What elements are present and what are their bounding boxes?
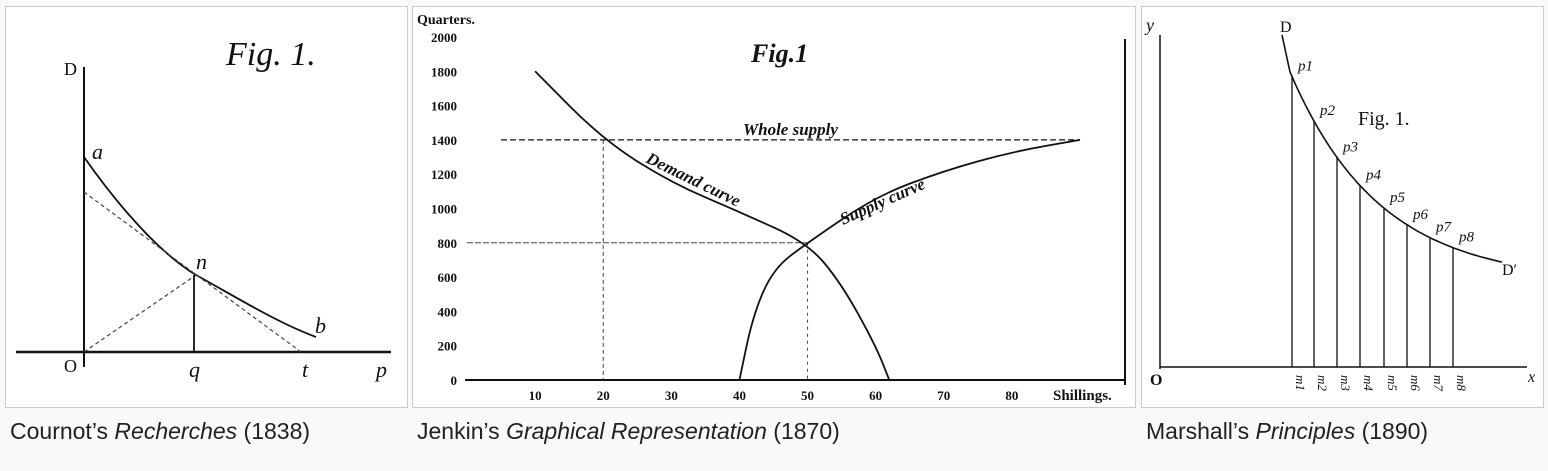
marshall-point-label: p8: [1458, 230, 1475, 246]
jenkin-figure-panel: 0 200 400 600 800 1000 1200 1400 1600 1800 2000 10…: [412, 6, 1136, 408]
jenkin-x-tick-label: 80: [1005, 388, 1018, 403]
marshall-foot-label: m2: [1315, 375, 1330, 391]
jenkin-y-tick-label: 200: [438, 339, 458, 354]
marshall-label-y: y: [1144, 15, 1154, 35]
jenkin-x-tick-label: 40: [733, 388, 746, 403]
cournot-label-D: D: [64, 59, 77, 79]
marshall-foot-label: m3: [1338, 375, 1353, 391]
jenkin-x-tick-label: 60: [869, 388, 882, 403]
marshall-chart: p1 m1 p2 m2 p3 m3 p4 m4 p5 m5 p6 m6 p7 m7 p8 m8 y x O D…: [1144, 15, 1535, 391]
jenkin-title: Fig.1: [750, 39, 808, 68]
cournot-label-n: n: [196, 249, 207, 274]
jenkin-y-tick-label: 800: [438, 236, 458, 251]
marshall-label-O: O: [1150, 372, 1162, 389]
jenkin-y-tick-label: 2000: [431, 30, 457, 45]
marshall-point-label: p5: [1389, 190, 1406, 206]
cournot-caption: Cournot’s Recherches (1838): [10, 418, 311, 444]
cournot-figure-panel: Fig. 1. D a n b O q t p: [5, 6, 408, 408]
marshall-label-D: D: [1280, 19, 1292, 36]
jenkin-y-tick-label: 1800: [431, 64, 457, 79]
cournot-label-t: t: [302, 357, 309, 382]
cournot-tangent-line: [83, 191, 302, 353]
marshall-point-label: p6: [1412, 207, 1429, 223]
jenkin-x-tick-label: 70: [937, 388, 950, 403]
cournot-label-b: b: [315, 313, 326, 338]
marshall-figure-panel: p1 m1 p2 m2 p3 m3 p4 m4 p5 m5 p6 m6 p7 m7 p8 m8 y x O D…: [1141, 6, 1544, 408]
marshall-point-label: p2: [1319, 103, 1336, 119]
marshall-point-label: p3: [1342, 139, 1358, 155]
jenkin-xlabel: Shillings.: [1053, 388, 1112, 404]
marshall-foot-label: m8: [1454, 375, 1469, 391]
cournot-label-q: q: [189, 357, 200, 382]
marshall-label-D-prime: D′: [1502, 262, 1517, 279]
cournot-label-a: a: [92, 139, 103, 164]
jenkin-x-tick-label: 10: [529, 388, 542, 403]
marshall-foot-label: m6: [1408, 375, 1423, 391]
cournot-chart: Fig. 1. D a n b O q t p: [16, 36, 391, 382]
jenkin-ylabel: Quarters.: [417, 13, 475, 28]
jenkin-whole-supply-label: Whole supply: [743, 120, 838, 139]
cournot-label-p: p: [374, 357, 387, 382]
cournot-label-O: O: [64, 356, 77, 376]
jenkin-y-tick-label: 1200: [431, 167, 457, 182]
jenkin-x-tick-label: 50: [801, 388, 814, 403]
marshall-point-label: p4: [1365, 168, 1382, 184]
jenkin-y-tick-label: 600: [438, 270, 458, 285]
jenkin-y-tick-label: 1600: [431, 99, 457, 114]
jenkin-series-1: [738, 139, 1081, 381]
marshall-foot-label: m4: [1361, 375, 1376, 391]
jenkin-series-0: [534, 70, 891, 381]
marshall-foot-label: m7: [1431, 375, 1446, 391]
marshall-foot-label: m5: [1385, 375, 1400, 391]
cournot-dashed-on: [83, 274, 197, 353]
marshall-title: Fig. 1.: [1358, 108, 1410, 130]
jenkin-y-tick-label: 1400: [431, 133, 457, 148]
cournot-demand-curve: [83, 156, 317, 338]
marshall-demand-curve: [1281, 34, 1503, 263]
jenkin-y-tick-label: 1000: [431, 202, 457, 217]
marshall-caption: Marshall’s Principles (1890): [1146, 418, 1429, 444]
cournot-title: Fig. 1.: [225, 36, 316, 73]
jenkin-caption: Jenkin’s Graphical Representation (1870): [417, 418, 840, 444]
marshall-point-label: p7: [1435, 220, 1453, 236]
jenkin-y-tick-label: 400: [438, 304, 458, 319]
marshall-label-x: x: [1527, 369, 1535, 386]
marshall-point-label: p1: [1297, 59, 1313, 75]
jenkin-demand-label: Demand curve: [642, 148, 744, 211]
jenkin-supply-label: Supply curve: [837, 174, 928, 229]
jenkin-x-tick-label: 20: [597, 388, 610, 403]
marshall-foot-label: m1: [1293, 375, 1308, 391]
jenkin-x-tick-label: 30: [665, 388, 678, 403]
jenkin-y-tick-label: 0: [451, 373, 458, 388]
jenkin-chart: 0 200 400 600 800 1000 1200 1400 1600 1800 2000 10…: [417, 13, 1126, 404]
